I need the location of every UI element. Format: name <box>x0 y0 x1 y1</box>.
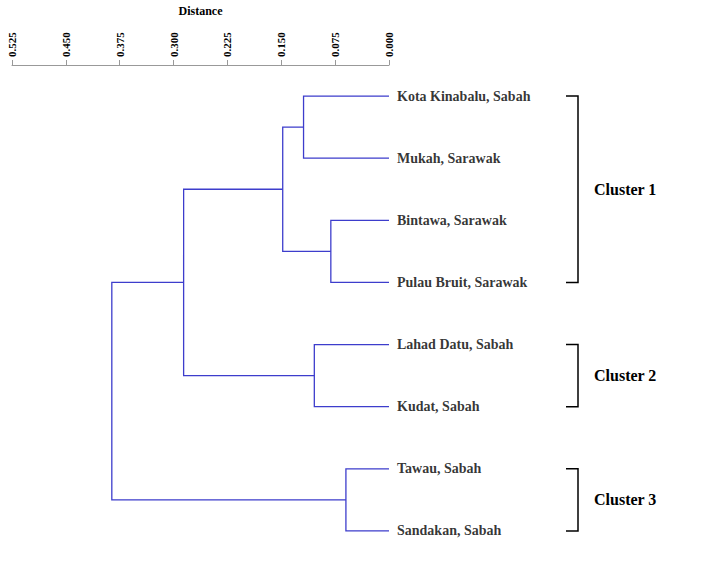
svg-text:Tawau, Sabah: Tawau, Sabah <box>397 461 482 476</box>
svg-text:Kudat, Sabah: Kudat, Sabah <box>397 399 480 414</box>
svg-text:Sandakan, Sabah: Sandakan, Sabah <box>397 523 502 538</box>
svg-text:Bintawa, Sarawak: Bintawa, Sarawak <box>397 213 507 228</box>
svg-text:Cluster 3: Cluster 3 <box>594 491 656 508</box>
svg-text:0.225: 0.225 <box>221 32 233 57</box>
svg-text:0.075: 0.075 <box>329 32 341 57</box>
svg-text:0.525: 0.525 <box>6 32 18 57</box>
svg-text:0.300: 0.300 <box>168 32 180 57</box>
svg-text:Cluster 1: Cluster 1 <box>594 181 656 198</box>
svg-text:Kota Kinabalu, Sabah: Kota Kinabalu, Sabah <box>397 89 531 104</box>
svg-text:Lahad Datu, Sabah: Lahad Datu, Sabah <box>397 337 514 352</box>
svg-text:Cluster 2: Cluster 2 <box>594 367 656 384</box>
svg-text:0.000: 0.000 <box>383 32 395 57</box>
svg-text:0.375: 0.375 <box>114 32 126 57</box>
svg-text:0.450: 0.450 <box>60 32 72 57</box>
svg-text:Distance: Distance <box>179 4 224 18</box>
svg-text:0.150: 0.150 <box>275 32 287 57</box>
svg-text:Mukah, Sarawak: Mukah, Sarawak <box>397 151 501 166</box>
svg-text:Pulau Bruit, Sarawak: Pulau Bruit, Sarawak <box>397 275 528 290</box>
